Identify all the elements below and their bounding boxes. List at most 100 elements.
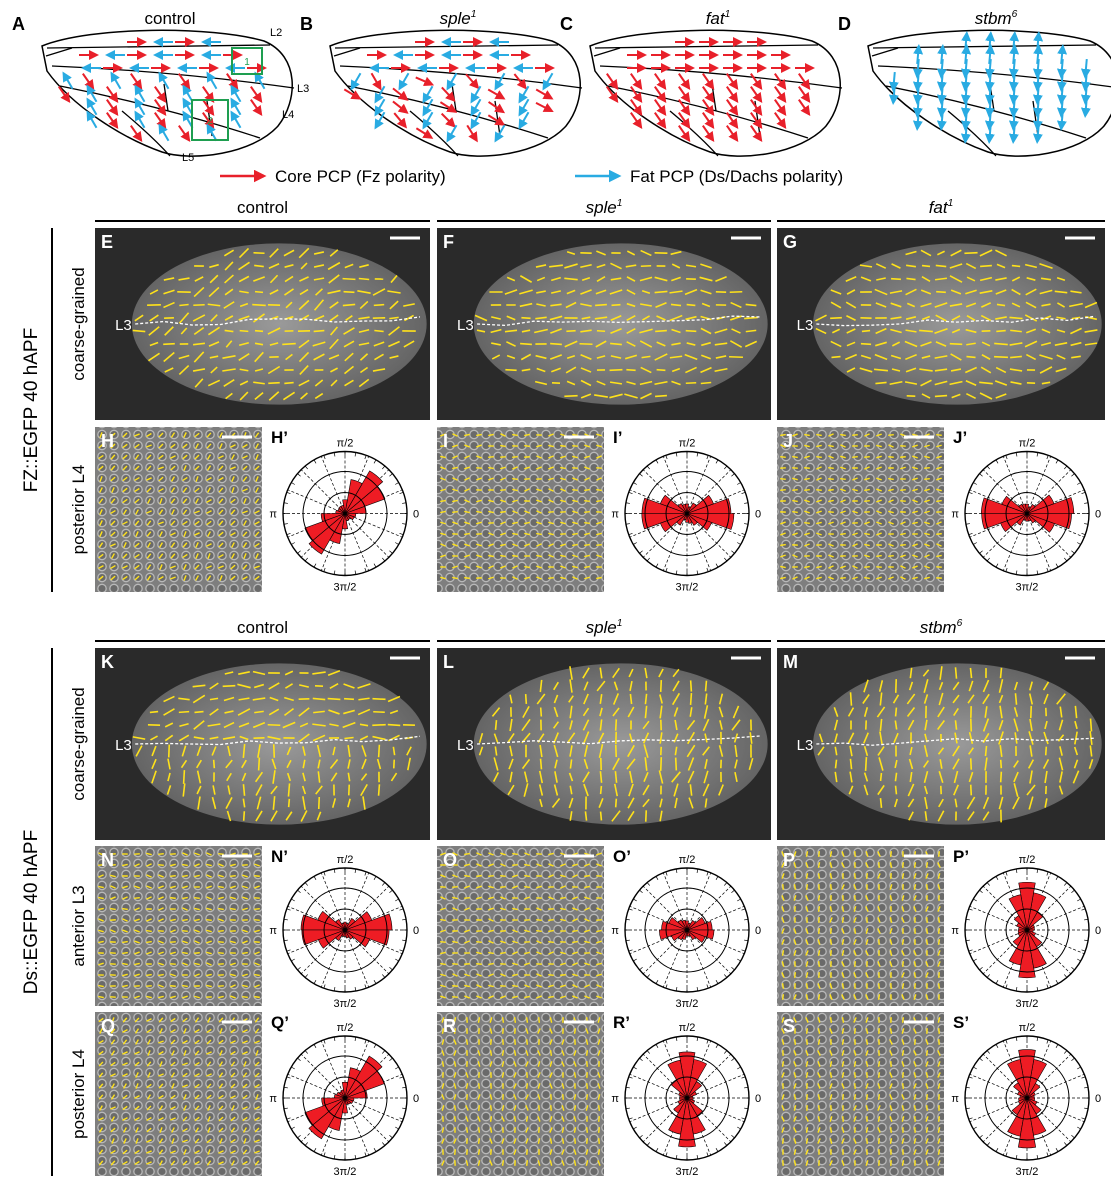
polarity-dash: [816, 435, 822, 436]
polarity-dash: [915, 972, 916, 978]
polarity-dash: [616, 719, 617, 730]
polarity-dash: [843, 1039, 844, 1045]
rose-letter: R’: [613, 1013, 630, 1032]
polarity-dash: [939, 917, 940, 923]
polarity-dash: [158, 975, 164, 976]
polarity-dash: [254, 975, 260, 976]
polarity-dash: [373, 712, 385, 713]
polarity-dash: [1091, 719, 1092, 732]
polarity-dash: [288, 783, 289, 796]
polar-label: π/2: [1019, 1022, 1036, 1034]
polarity-dash: [1000, 668, 1001, 678]
polarity-dash: [819, 1105, 820, 1111]
polarity-dash: [935, 396, 947, 397]
polarity-dash: [831, 1017, 832, 1023]
polarity-dash: [491, 1039, 492, 1045]
polarity-dash: [971, 785, 972, 796]
polarity-dash: [550, 1138, 551, 1144]
polar-label: π: [269, 925, 277, 937]
polarity-dash: [655, 331, 667, 332]
polarity-dash: [122, 953, 128, 954]
polarity-dash: [780, 457, 786, 458]
polarity-dash: [924, 468, 930, 469]
polar-label: π: [269, 509, 277, 521]
polarity-dash: [867, 1039, 868, 1045]
polarity-dash: [254, 942, 260, 943]
title-text: sple: [440, 9, 471, 28]
polarity-dash: [488, 964, 494, 965]
polar-label: 3π/2: [676, 582, 699, 594]
polarity-dash: [464, 534, 470, 535]
panel-letter: E: [101, 232, 113, 252]
polarity-dash: [831, 1072, 832, 1078]
polarity-dash: [584, 567, 590, 568]
polarity-dash: [903, 961, 904, 967]
polarity-dash: [527, 1039, 528, 1045]
rose-plot: J’π/23π/2π0: [951, 428, 1101, 594]
polarity-dash: [830, 318, 842, 319]
polarity-dash: [503, 1050, 504, 1056]
polarity-dash: [855, 873, 856, 879]
title-superscript: 6: [957, 618, 963, 629]
micrograph: [437, 846, 604, 1006]
polarity-dash: [828, 468, 834, 469]
panel-title: sple1: [586, 618, 623, 637]
polarity-dash: [536, 920, 542, 921]
polarity-dash: [476, 942, 482, 943]
polarity-dash: [855, 1072, 856, 1078]
polarity-dash: [1012, 266, 1020, 267]
polarity-dash: [536, 534, 542, 535]
polarity-dash: [440, 501, 446, 502]
polarity-dash: [804, 490, 810, 491]
rose-spoke: [345, 1098, 389, 1142]
micrograph: [777, 846, 944, 1006]
vein-label: L3: [797, 317, 814, 334]
polarity-dash: [548, 578, 554, 579]
polarity-dash: [691, 693, 692, 705]
polarity-dash: [596, 545, 602, 546]
polarity-dash: [807, 1028, 808, 1034]
title-superscript: 1: [471, 9, 477, 20]
polarity-dash: [915, 862, 916, 868]
polarity-dash: [584, 490, 590, 491]
polarity-dash: [255, 292, 263, 293]
polar-label: 0: [413, 509, 419, 521]
polarity-dash: [512, 865, 518, 866]
polarity-dash: [819, 895, 820, 901]
polarity-dash: [328, 699, 341, 700]
polarity-dash: [491, 1105, 492, 1111]
polarity-dash: [455, 1105, 456, 1111]
polarity-dash: [939, 928, 940, 934]
polarity-dash: [601, 812, 602, 821]
polarity-dash: [891, 1138, 892, 1144]
polarity-dash: [843, 917, 844, 923]
polarity-dash: [792, 523, 798, 524]
polarity-dash: [575, 1138, 576, 1144]
panel-letter: C: [560, 14, 573, 34]
image-panel: I: [437, 427, 604, 592]
polarity-dash: [539, 1017, 540, 1023]
polarity-dash: [867, 873, 868, 879]
polarity-dash: [452, 512, 458, 513]
polarity-dash: [110, 920, 116, 921]
polarity-dash: [182, 865, 188, 866]
polarity-dash: [479, 1083, 480, 1089]
polarity-dash: [193, 305, 204, 306]
polarity-dash: [563, 1138, 564, 1144]
polarity-dash: [524, 457, 530, 458]
polar-label: π: [951, 925, 959, 937]
polarity-dash: [343, 279, 356, 280]
polarity-dash: [879, 983, 880, 989]
polarity-dash: [587, 1094, 588, 1100]
polarity-dash: [440, 964, 446, 965]
polarity-dash: [903, 939, 904, 945]
polarity-dash: [927, 1094, 928, 1100]
polarity-dash: [372, 725, 385, 726]
polarity-dash: [259, 758, 260, 771]
polarity-dash: [206, 920, 212, 921]
row-label: coarse-grained: [69, 687, 88, 800]
polarity-dash: [479, 1105, 480, 1111]
wing-tissue: [132, 243, 427, 404]
polarity-dash: [819, 906, 820, 912]
wing-diagram: [590, 30, 842, 156]
